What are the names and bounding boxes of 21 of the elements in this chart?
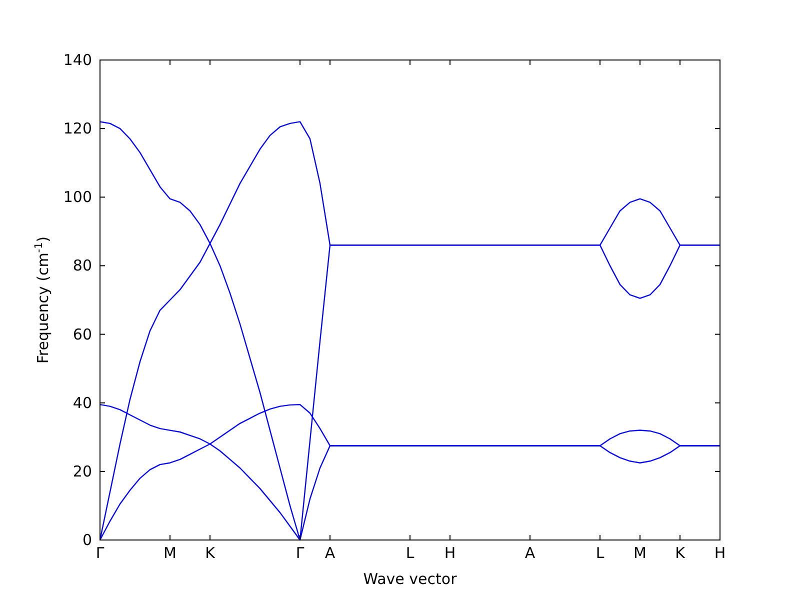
y-tick-label: 20 <box>72 462 92 480</box>
x-tick-label: K <box>205 544 216 562</box>
x-tick-label: Γ <box>96 544 105 562</box>
y-tick-label: 40 <box>72 394 92 412</box>
y-tick-label: 60 <box>72 325 92 344</box>
x-axis-title: Wave vector <box>363 570 458 588</box>
x-tick-label: M <box>164 544 176 562</box>
x-tick-label: H <box>714 544 726 562</box>
x-tick-label: M <box>634 544 646 562</box>
x-tick-label: A <box>324 544 336 562</box>
y-tick-label: 140 <box>63 51 92 69</box>
x-tick-label: Γ <box>296 544 305 562</box>
y-tick-label: 100 <box>63 188 92 206</box>
x-tick-label: K <box>675 544 686 562</box>
y-tick-label: 120 <box>63 120 92 138</box>
y-tick-label: 0 <box>82 531 92 549</box>
x-tick-label: L <box>406 544 415 562</box>
x-tick-label: A <box>524 544 536 562</box>
x-tick-label: H <box>444 544 456 562</box>
x-tick-label: L <box>596 544 605 562</box>
y-tick-label: 80 <box>72 256 92 275</box>
